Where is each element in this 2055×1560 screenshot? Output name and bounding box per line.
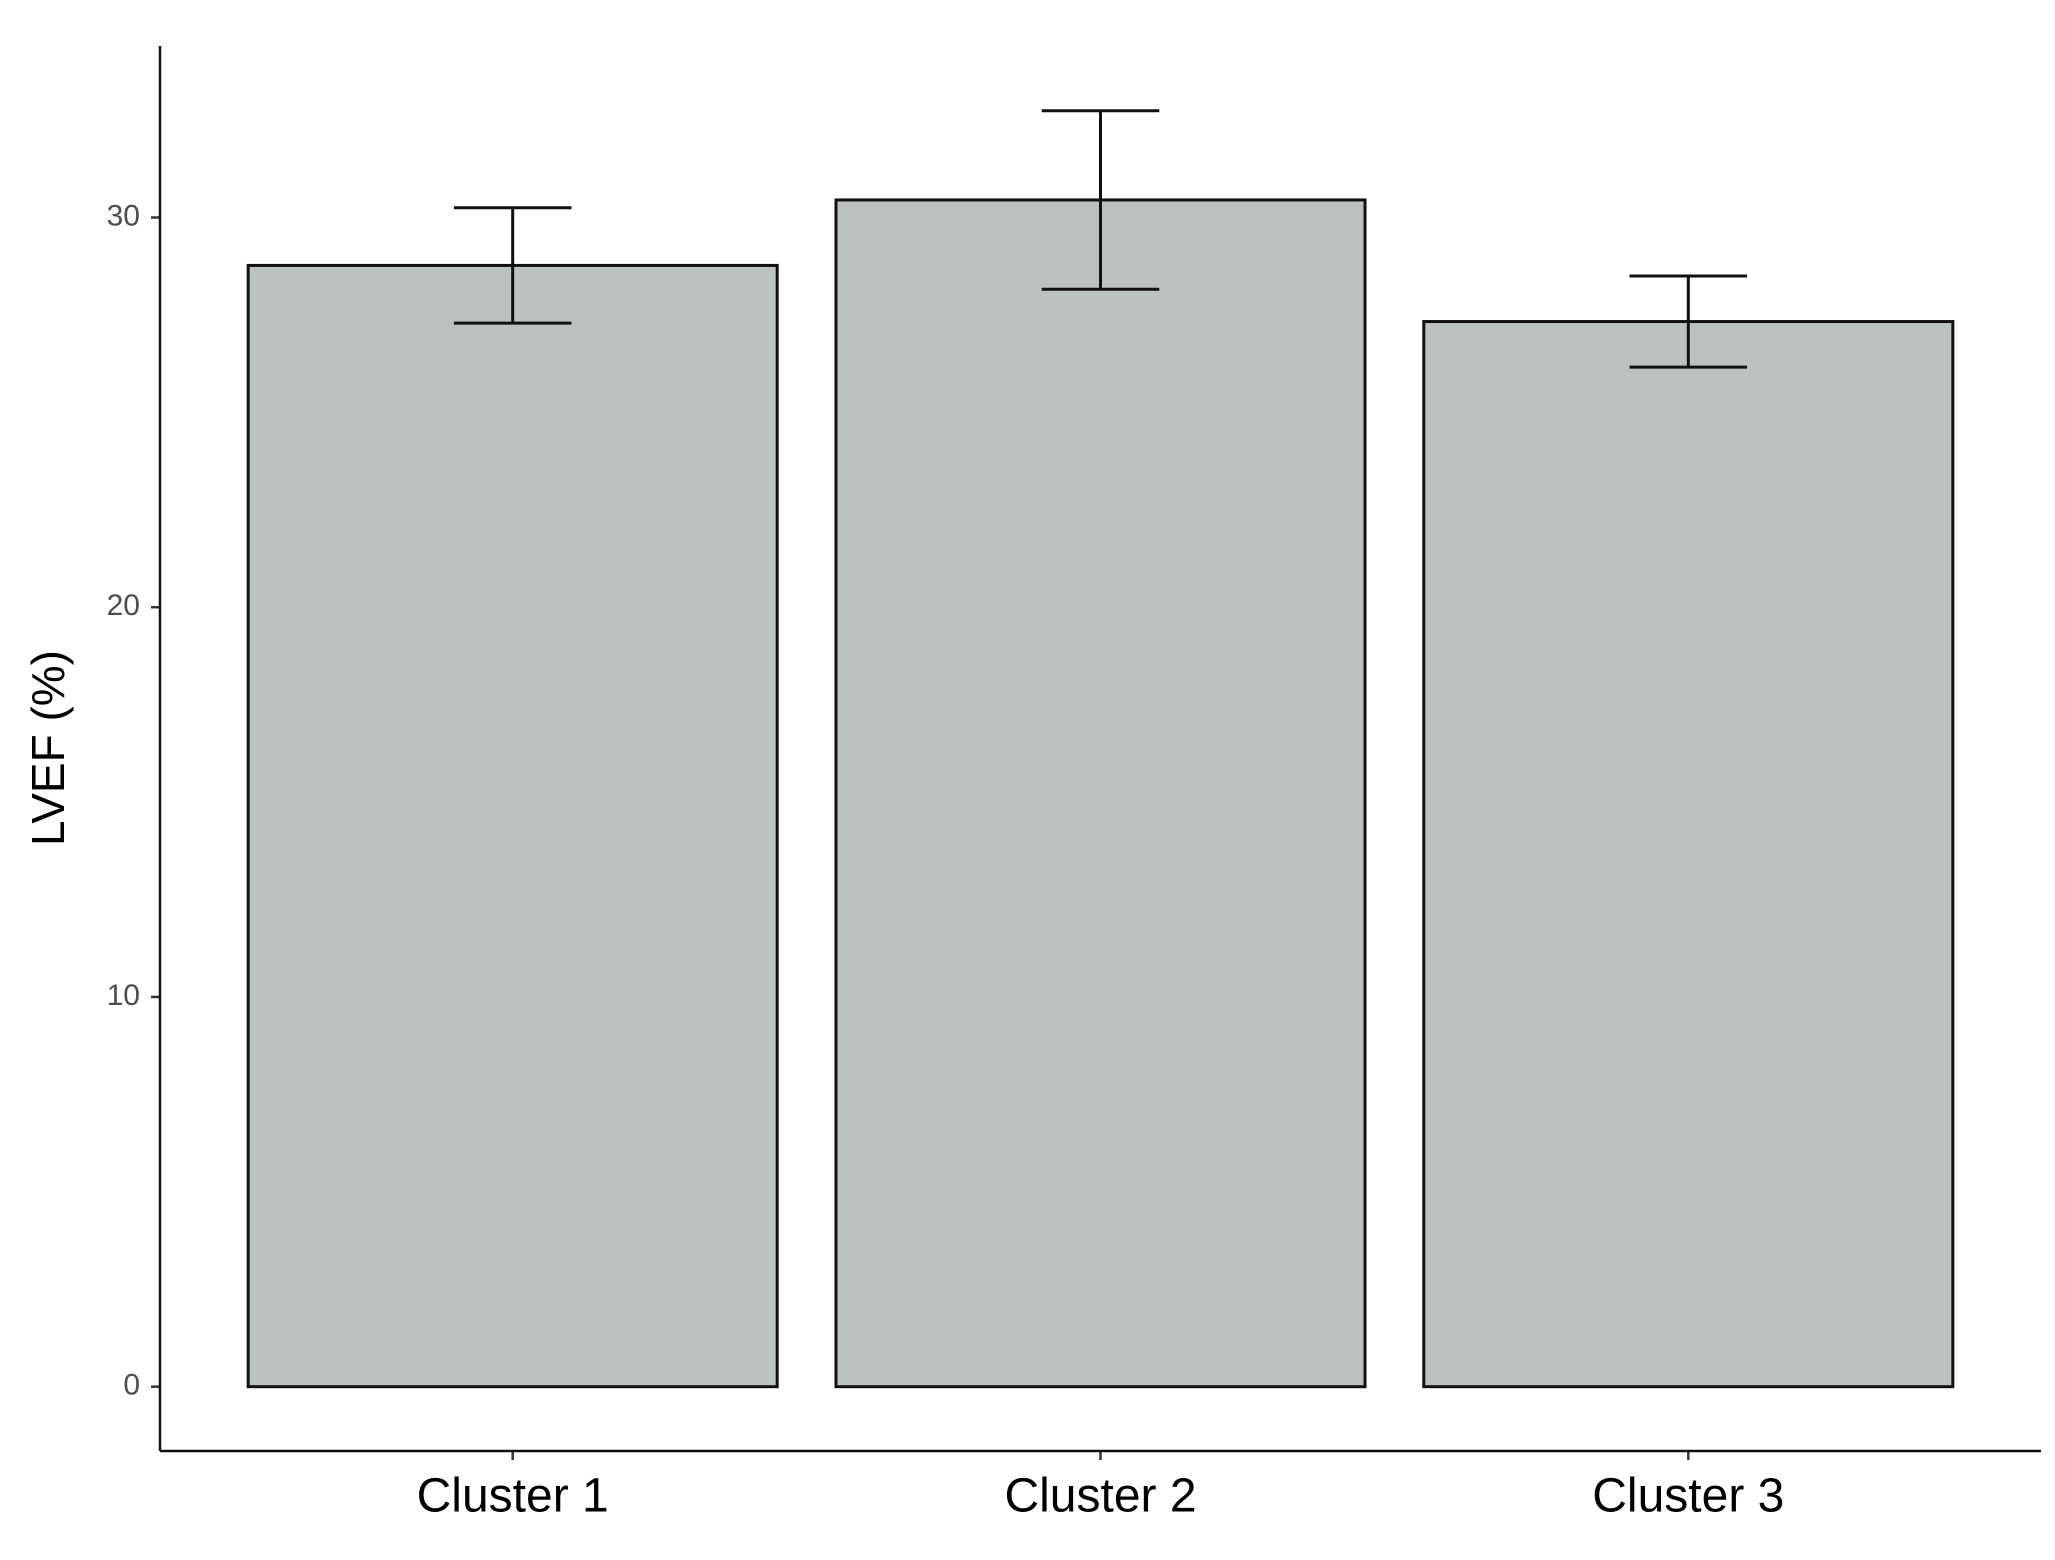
bar bbox=[834, 198, 1367, 1389]
error-bar bbox=[1041, 109, 1160, 291]
y-tick-label: 30 bbox=[107, 199, 140, 232]
x-tick-label: Cluster 3 bbox=[1592, 1470, 1784, 1523]
bar bbox=[246, 263, 779, 1389]
x-tick-label: Cluster 2 bbox=[1004, 1470, 1196, 1523]
bar bbox=[1422, 320, 1955, 1389]
error-bar bbox=[1629, 274, 1748, 369]
y-tick-label: 20 bbox=[107, 589, 140, 622]
error-bar bbox=[453, 206, 572, 325]
y-tick-label: 10 bbox=[107, 979, 140, 1012]
y-axis-title: LVEF (%) bbox=[22, 650, 74, 846]
x-tick-label: Cluster 1 bbox=[417, 1470, 609, 1523]
y-tick-label: 0 bbox=[123, 1369, 140, 1402]
